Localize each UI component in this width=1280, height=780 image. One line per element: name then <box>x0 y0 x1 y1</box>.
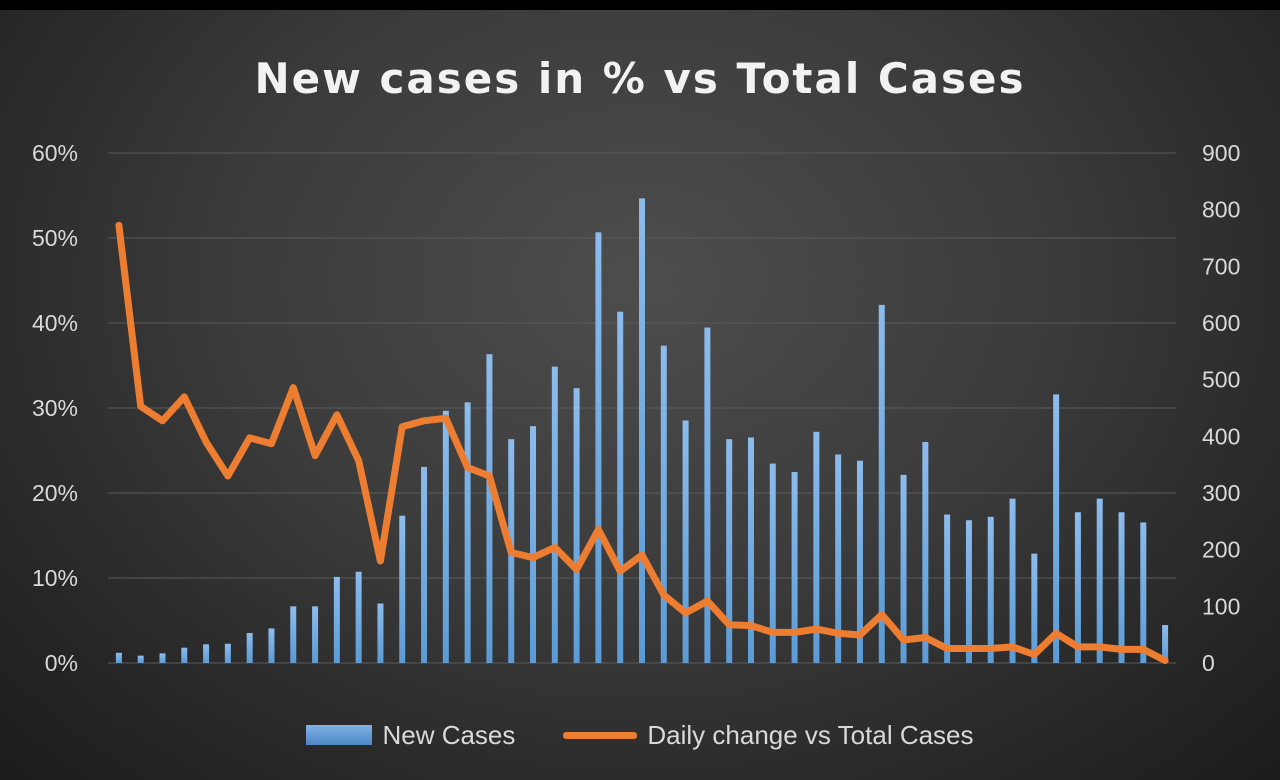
new-cases-bar <box>1162 625 1169 663</box>
left-tick-label: 20% <box>32 480 78 506</box>
new-cases-bar <box>159 653 166 663</box>
left-tick-label: 60% <box>32 140 78 166</box>
new-cases-bar <box>486 354 493 663</box>
right-tick-label: 700 <box>1202 253 1240 279</box>
new-cases-bar <box>856 460 863 663</box>
new-cases-bar <box>1096 498 1103 663</box>
new-cases-bar <box>333 576 340 663</box>
new-cases-bar <box>203 644 210 663</box>
new-cases-bar <box>965 520 972 663</box>
new-cases-bar <box>464 402 471 663</box>
legend-label-daily-change: Daily change vs Total Cases <box>647 719 974 750</box>
legend-item-new-cases: New Cases <box>306 720 515 751</box>
legend-item-daily-change: Daily change vs Total Cases <box>563 719 974 751</box>
right-tick-label: 400 <box>1202 423 1240 449</box>
legend-line-swatch <box>563 731 638 739</box>
new-cases-bar <box>987 516 994 663</box>
new-cases-bar <box>355 571 362 663</box>
new-cases-bar <box>682 420 689 663</box>
right-tick-label: 100 <box>1202 593 1240 619</box>
new-cases-bar <box>769 463 776 663</box>
left-tick-label: 40% <box>32 310 78 336</box>
new-cases-bar <box>1053 394 1060 663</box>
new-cases-bar <box>1118 512 1125 663</box>
new-cases-bars <box>115 198 1169 664</box>
new-cases-bar <box>399 515 406 663</box>
new-cases-bar <box>377 603 384 663</box>
right-tick-label: 500 <box>1202 367 1240 393</box>
new-cases-bar <box>617 311 624 663</box>
new-cases-bar <box>246 632 253 663</box>
chart-title: New cases in % vs Total Cases <box>254 54 1026 103</box>
new-cases-bar <box>1009 498 1016 663</box>
right-tick-label: 300 <box>1202 480 1240 506</box>
new-cases-bar <box>944 514 951 663</box>
new-cases-bar <box>747 437 754 663</box>
new-cases-bar <box>660 345 667 663</box>
new-cases-bar <box>181 647 188 663</box>
left-axis: 0% 10% 20% 30% 40% 50% 60% <box>32 140 78 676</box>
new-cases-bar <box>900 474 907 663</box>
left-tick-label: 10% <box>32 565 78 591</box>
new-cases-bar <box>813 431 820 663</box>
new-cases-bar <box>595 232 602 664</box>
right-tick-label: 200 <box>1202 537 1240 563</box>
left-tick-label: 50% <box>32 225 78 251</box>
new-cases-bar <box>791 472 798 663</box>
legend: New Cases Daily change vs Total Cases <box>0 715 1280 755</box>
new-cases-bar <box>530 426 537 663</box>
new-cases-bar <box>224 643 231 663</box>
new-cases-bar <box>726 439 733 663</box>
legend-label-new-cases: New Cases <box>382 719 516 750</box>
left-tick-label: 0% <box>45 650 78 676</box>
new-cases-bar <box>573 388 580 663</box>
new-cases-bar <box>115 652 122 663</box>
new-cases-bar <box>442 410 449 663</box>
new-cases-bar <box>268 628 275 663</box>
daily-change-polyline <box>115 221 1169 664</box>
chart-frame: New cases in % vs Total Cases 0% 10% 20% 30… <box>0 10 1280 780</box>
new-cases-bar <box>922 442 929 663</box>
right-axis: 0 100 200 300 400 500 600 700 800 900 <box>1202 140 1240 676</box>
new-cases-bar <box>1031 553 1038 663</box>
new-cases-bar <box>704 327 711 663</box>
new-cases-bar <box>878 304 885 663</box>
right-tick-label: 800 <box>1202 197 1240 223</box>
left-tick-label: 30% <box>32 395 78 421</box>
right-tick-label: 600 <box>1202 310 1240 336</box>
new-cases-bar <box>1074 512 1081 663</box>
new-cases-bar <box>137 655 144 663</box>
new-cases-bar <box>835 454 842 663</box>
legend-bar-swatch <box>306 725 373 745</box>
right-tick-label: 900 <box>1202 140 1240 166</box>
new-cases-bar <box>421 466 428 663</box>
new-cases-bar <box>551 366 558 663</box>
new-cases-bar <box>1140 522 1147 663</box>
plot-area: 0% 10% 20% 30% 40% 50% 60% 0 100 200 300 400 500 600… <box>32 140 1240 676</box>
new-cases-bar <box>312 606 319 663</box>
right-tick-label: 0 <box>1202 650 1215 676</box>
daily-change-line <box>115 221 1169 664</box>
new-cases-bar <box>290 606 297 663</box>
new-cases-bar <box>639 198 645 664</box>
